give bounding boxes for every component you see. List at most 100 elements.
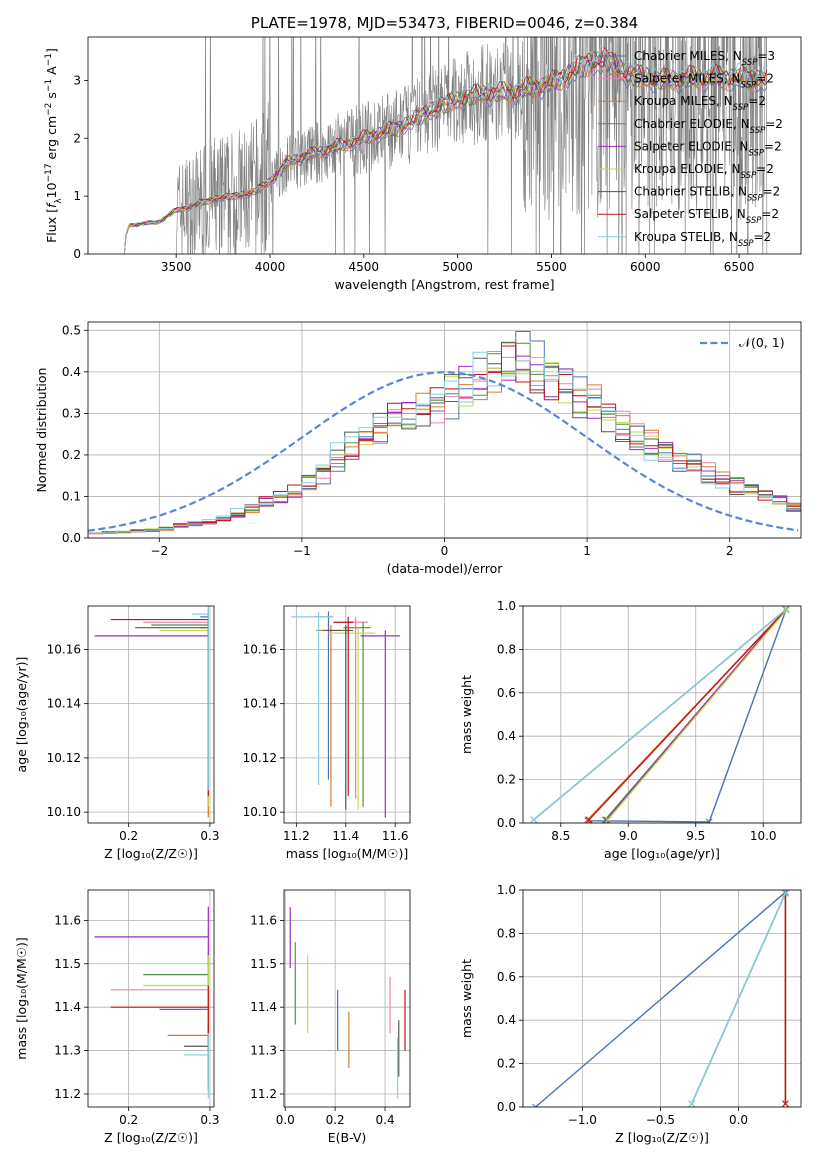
x-tick-label: 0.2 bbox=[326, 1113, 345, 1127]
z-mass-plot bbox=[94, 906, 209, 1099]
x-tick-label: 10.0 bbox=[750, 829, 777, 843]
y-tick-label: 11.4 bbox=[250, 1000, 277, 1014]
legend-entry: Kroupa STELIB, NSSP=2 bbox=[634, 230, 771, 249]
legend-entry-count: =2 bbox=[763, 185, 781, 199]
y-tick-label: 0.2 bbox=[62, 448, 81, 462]
weight-marker bbox=[604, 816, 612, 823]
x-tick-label: 4000 bbox=[255, 260, 286, 274]
weight-line bbox=[588, 608, 787, 821]
mass-age-plot bbox=[291, 611, 401, 818]
y-tick-label: 0.2 bbox=[497, 773, 516, 787]
legend-entry-sub: SSP bbox=[738, 239, 754, 249]
x-tick-label: 3500 bbox=[161, 260, 192, 274]
legend-entry-count: =2 bbox=[761, 207, 779, 221]
legend-entry-count: =2 bbox=[756, 72, 774, 86]
legend-entry-name: Chabrier ELODIE, N bbox=[634, 117, 750, 131]
weight-line bbox=[535, 891, 786, 1107]
y-tick-label: 1 bbox=[73, 189, 81, 203]
y-tick-label: 11.2 bbox=[54, 1087, 81, 1101]
y-axis-label-part: f bbox=[44, 202, 59, 208]
x-tick-label: 0.4 bbox=[376, 1113, 395, 1127]
legend-entry: Kroupa MILES, NSSP=2 bbox=[634, 94, 766, 113]
weight-marker bbox=[705, 818, 713, 823]
y-tick-label: 0.0 bbox=[497, 816, 516, 830]
x-tick-label: −2 bbox=[150, 544, 168, 558]
weight-line bbox=[607, 609, 787, 821]
legend-entry-sub: SSP bbox=[741, 81, 757, 91]
age-weight-axes: 8.5 9.0 9.5 10.0 0.0 0.2 0.4 0.6 0.8 1.0 age [log₁… bbox=[459, 599, 802, 861]
legend-entry-name: Chabrier MILES, N bbox=[634, 49, 742, 63]
x-tick-label: 4500 bbox=[349, 260, 380, 274]
legend-entry-name: Kroupa MILES, N bbox=[634, 94, 733, 108]
y-axis-label-part: −2 bbox=[44, 103, 54, 116]
residual-histogram bbox=[88, 351, 801, 534]
y-tick-label: 0.6 bbox=[497, 970, 516, 984]
y-tick-label: 10.10 bbox=[243, 805, 277, 819]
legend-entry-sub: SSP bbox=[733, 103, 749, 113]
y-tick-label: 0.0 bbox=[497, 1100, 516, 1114]
legend-entry: Chabrier STELIB, NSSP=2 bbox=[634, 185, 780, 204]
y-tick-label: 1.0 bbox=[497, 883, 516, 897]
spectrum-axes: 3500 4000 4500 5000 5500 6000 6500 0 1 2 3 waveleng… bbox=[73, 36, 802, 292]
axes-frame bbox=[87, 321, 802, 539]
weight-marker bbox=[532, 1103, 539, 1107]
y-axis-label-part: −1 bbox=[44, 53, 54, 66]
legend-entry-count: =2 bbox=[748, 94, 766, 108]
y-axis-label-part: 10 bbox=[44, 182, 59, 198]
x-tick-label: 2 bbox=[726, 544, 734, 558]
y-tick-label: 11.5 bbox=[54, 957, 81, 971]
chart-title: PLATE=1978, MJD=53473, FIBERID=0046, z=0… bbox=[251, 14, 638, 32]
ebv-mass-axes: 0.0 0.2 0.4 11.2 11.3 11.4 11.5 11.6 E(B-V) bbox=[250, 889, 411, 1145]
x-tick-label: 6000 bbox=[630, 260, 661, 274]
y-axis-label-part: s bbox=[44, 92, 59, 103]
legend-entry-count: =3 bbox=[757, 49, 775, 63]
y-tick-label: 11.5 bbox=[250, 957, 277, 971]
weight-marker bbox=[688, 1100, 696, 1107]
y-tick-label: 1.0 bbox=[497, 599, 516, 613]
y-tick-label: 3 bbox=[73, 73, 81, 87]
legend-entry: Salpeter ELODIE, NSSP=2 bbox=[634, 139, 782, 158]
y-tick-label: 11.6 bbox=[54, 913, 81, 927]
z-age-plot bbox=[94, 606, 209, 818]
model-spectrum-line bbox=[119, 44, 768, 254]
weight-marker bbox=[782, 606, 790, 613]
axes-frame bbox=[87, 605, 215, 824]
legend-entry-sub: SSP bbox=[750, 126, 766, 136]
y-tick-label: 2 bbox=[73, 131, 81, 145]
y-axis-label: age [log₁₀(age/yr)] bbox=[14, 657, 29, 773]
y-axis-label: Flux [fλ10−17 erg cm−2 s−1 A−1] bbox=[44, 48, 64, 243]
x-axis-label: Z [log₁₀(Z/Z☉)] bbox=[104, 846, 198, 861]
weight-marker bbox=[601, 816, 609, 823]
legend-entry: 𝒩(0, 1) bbox=[739, 335, 785, 350]
y-tick-label: 0.5 bbox=[62, 323, 81, 337]
weight-line bbox=[606, 608, 787, 821]
axes-frame bbox=[283, 605, 411, 824]
y-tick-label: 11.2 bbox=[250, 1087, 277, 1101]
x-tick-label: 6500 bbox=[724, 260, 755, 274]
mass-age-axes: 11.2 11.4 11.6 10.10 10.12 10.14 10.16 mass [lo… bbox=[243, 605, 411, 861]
x-tick-label: 11.2 bbox=[283, 829, 310, 843]
ebv-mass-plot bbox=[289, 907, 406, 1099]
x-tick-label: 0.2 bbox=[119, 1113, 138, 1127]
weight-marker bbox=[782, 1100, 789, 1107]
y-tick-label: 0.6 bbox=[497, 686, 516, 700]
legend-entry: Salpeter MILES, NSSP=2 bbox=[634, 72, 774, 91]
x-tick-label: 11.4 bbox=[332, 829, 359, 843]
x-tick-label: 0.3 bbox=[200, 829, 219, 843]
y-axis-label: Normed distribution bbox=[34, 368, 49, 493]
x-axis-label: Z [log₁₀(Z/Z☉)] bbox=[104, 1130, 198, 1145]
weight-line bbox=[691, 893, 787, 1104]
y-tick-label: 0.0 bbox=[62, 531, 81, 545]
y-axis-label-part: Flux [ bbox=[44, 208, 59, 243]
legend-entry-count: =2 bbox=[764, 139, 782, 153]
axes-frame bbox=[522, 889, 802, 1108]
legend-entry: Chabrier MILES, NSSP=3 bbox=[634, 49, 775, 68]
x-tick-label: 9.0 bbox=[619, 829, 638, 843]
weight-marker bbox=[585, 816, 593, 823]
y-tick-label: 0.8 bbox=[497, 926, 516, 940]
x-axis-label: (data-model)/error bbox=[387, 561, 504, 576]
legend-entry-sub: SSP bbox=[746, 216, 762, 226]
y-tick-label: 0.4 bbox=[62, 365, 81, 379]
x-tick-label: 9.5 bbox=[686, 829, 705, 843]
